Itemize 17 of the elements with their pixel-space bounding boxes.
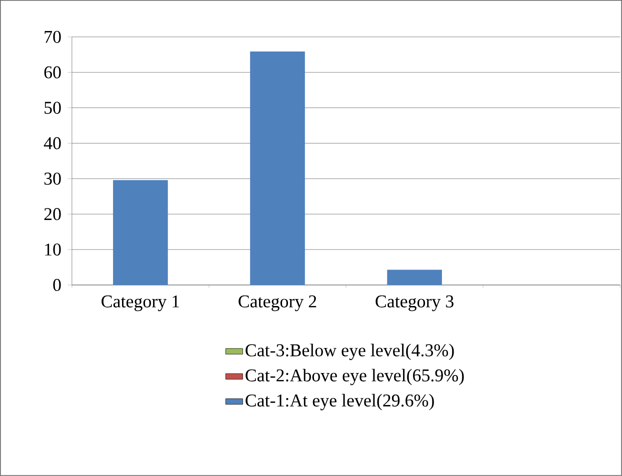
legend-label: Cat-3:Below eye level(4.3%) <box>246 344 454 360</box>
bar <box>387 270 442 286</box>
y-tick-label: 0 <box>53 278 61 292</box>
x-tick-label: Category 2 <box>238 295 316 312</box>
x-tick-label: Category 3 <box>376 295 454 312</box>
legend-label: Cat-1:At eye level(29.6%) <box>246 394 434 410</box>
y-tick-label: 10 <box>45 244 61 256</box>
legend-label: Cat-2:Above eye level(65.9%) <box>246 368 464 386</box>
y-tick-label: 20 <box>44 208 61 220</box>
y-tick-label: 40 <box>44 137 61 150</box>
bar <box>113 180 168 286</box>
x-tick-label: Category 1 <box>102 295 179 312</box>
y-tick-label: 60 <box>44 66 61 78</box>
y-tick-label: 50 <box>44 102 61 114</box>
y-tick-label: 70 <box>44 30 61 43</box>
y-tick-label: 30 <box>44 172 61 185</box>
bar <box>250 51 305 286</box>
